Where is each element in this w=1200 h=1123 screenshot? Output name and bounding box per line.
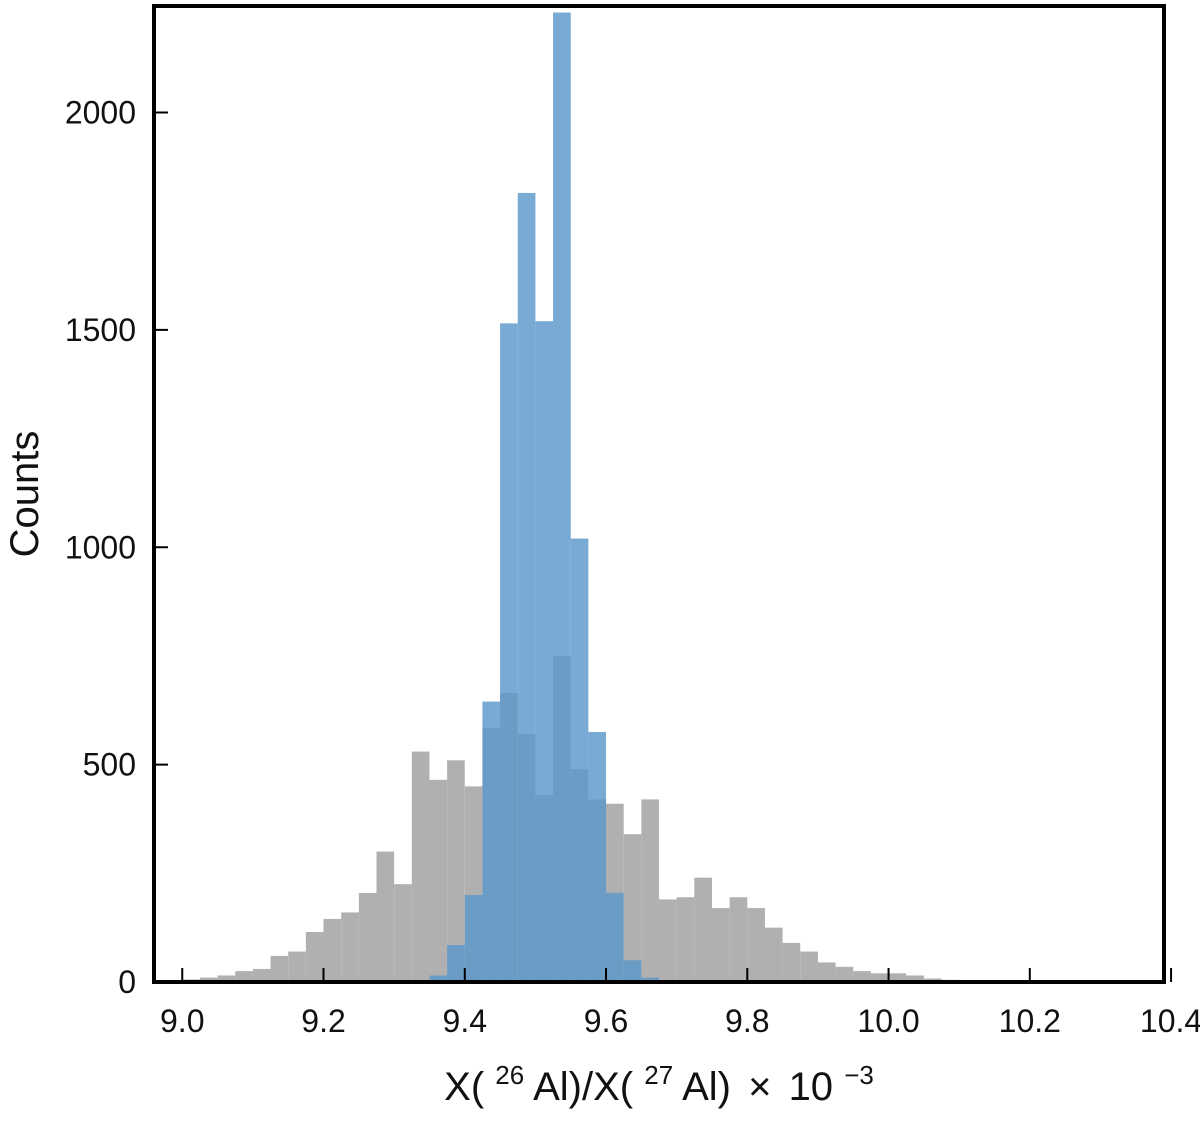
histogram-bar-series-1-8 xyxy=(288,951,306,982)
histogram-bar-series-1-10 xyxy=(323,918,342,982)
histogram-bar-series-1-30 xyxy=(676,897,695,982)
histogram-bar-series-1-11 xyxy=(341,912,359,982)
histogram-bar-series-2-12 xyxy=(623,960,642,982)
x-label-superscript-26: 26 xyxy=(495,1060,524,1090)
histogram-bar-series-2-9 xyxy=(570,538,589,982)
histogram-bar-series-1-43 xyxy=(906,975,924,982)
y-tick-label-1: 0 xyxy=(118,964,136,1000)
histogram-bar-series-1-12 xyxy=(358,892,377,982)
histogram-bar-series-1-29 xyxy=(659,899,677,982)
histogram-bar-series-1-5 xyxy=(235,971,253,982)
x-label-part-1: X( xyxy=(444,1065,485,1109)
histogram-bar-series-1-13 xyxy=(376,851,395,982)
x-label-exponent: −3 xyxy=(844,1060,874,1090)
plot-frame xyxy=(152,4,1166,984)
histogram-bar-series-2-2 xyxy=(447,945,465,982)
histogram-bar-series-1-14 xyxy=(394,884,412,982)
histogram-bar-series-1-38 xyxy=(817,962,836,982)
x-label-superscript-27: 27 xyxy=(644,1060,673,1090)
histogram-bar-series-1-9 xyxy=(305,932,324,982)
x-tick-label-1: 9.0 xyxy=(160,1003,204,1039)
x-label-base: 10 xyxy=(789,1065,834,1109)
x-tick-label-3: 9.4 xyxy=(443,1003,487,1039)
y-tick-label-5: 2000 xyxy=(65,95,136,131)
histogram-bar-series-1-32 xyxy=(711,908,730,982)
x-tick-label-8: 10.4 xyxy=(1140,1003,1200,1039)
histogram-bar-series-2-8 xyxy=(553,12,571,982)
histogram-bar-series-1-17 xyxy=(447,760,465,982)
histogram-bar-series-1-31 xyxy=(694,877,712,982)
histogram-bar-series-2-6 xyxy=(517,192,536,982)
histogram-bar-series-1-34 xyxy=(747,908,765,982)
histogram-bar-series-2-5 xyxy=(500,323,518,982)
histogram-bar-series-2-11 xyxy=(606,892,624,982)
x-label-part-3: Al) xyxy=(682,1065,731,1109)
y-tick-label-3: 1000 xyxy=(65,529,136,565)
axis-tick-labels: 9.0 9.2 9.4 9.6 9.8 10.0 10.2 10.4 0 500 1000 1500 2… xyxy=(65,95,1200,1039)
histogram-bars xyxy=(164,12,1013,982)
histogram-bar-series-2-10 xyxy=(588,732,607,982)
x-tick-label-7: 10.2 xyxy=(999,1003,1061,1039)
histogram-bar-series-1-37 xyxy=(800,951,818,982)
histogram-bar-series-1-41 xyxy=(870,973,889,982)
histogram-bar-series-1-28 xyxy=(641,799,659,982)
histogram-bar-series-2-1 xyxy=(429,975,448,982)
histogram-bar-series-1-27 xyxy=(623,834,642,982)
histogram-bar-series-2-13 xyxy=(641,977,659,982)
x-tick-label-4: 9.6 xyxy=(584,1003,628,1039)
x-tick-label-5: 9.8 xyxy=(725,1003,769,1039)
histogram-bar-series-1-6 xyxy=(252,968,271,982)
histogram-bar-series-1-39 xyxy=(835,966,854,982)
histogram-bar-series-1-16 xyxy=(429,779,448,982)
histogram-bar-series-2-3 xyxy=(464,895,483,982)
y-tick-label-2: 500 xyxy=(83,747,136,783)
histogram-bar-series-1-36 xyxy=(782,942,801,982)
histogram-bar-series-1-35 xyxy=(764,927,783,982)
histogram-bar-series-1-15 xyxy=(411,751,430,982)
y-axis-label: Counts xyxy=(3,431,47,558)
y-tick-label-4: 1500 xyxy=(65,312,136,348)
x-label-part-2: Al)/X( xyxy=(533,1065,634,1109)
x-axis-label: X( 26 Al)/X( 27 Al) × 10 −3 xyxy=(444,1049,874,1109)
histogram-bar-series-1-4 xyxy=(217,975,236,982)
histogram-bar-series-1-40 xyxy=(853,971,871,982)
x-label-times: × xyxy=(748,1065,771,1109)
histogram-bar-series-1-42 xyxy=(888,973,907,982)
histogram-bar-series-1-7 xyxy=(270,955,289,982)
x-tick-label-2: 9.2 xyxy=(301,1003,345,1039)
histogram-bar-series-2-4 xyxy=(482,701,501,982)
histogram-bar-series-2-7 xyxy=(535,321,554,982)
axis-ticks xyxy=(154,111,1173,983)
histogram-bar-series-1-33 xyxy=(729,897,748,982)
histogram-bar-series-1-3 xyxy=(199,977,218,982)
x-tick-label-6: 10.0 xyxy=(857,1003,919,1039)
